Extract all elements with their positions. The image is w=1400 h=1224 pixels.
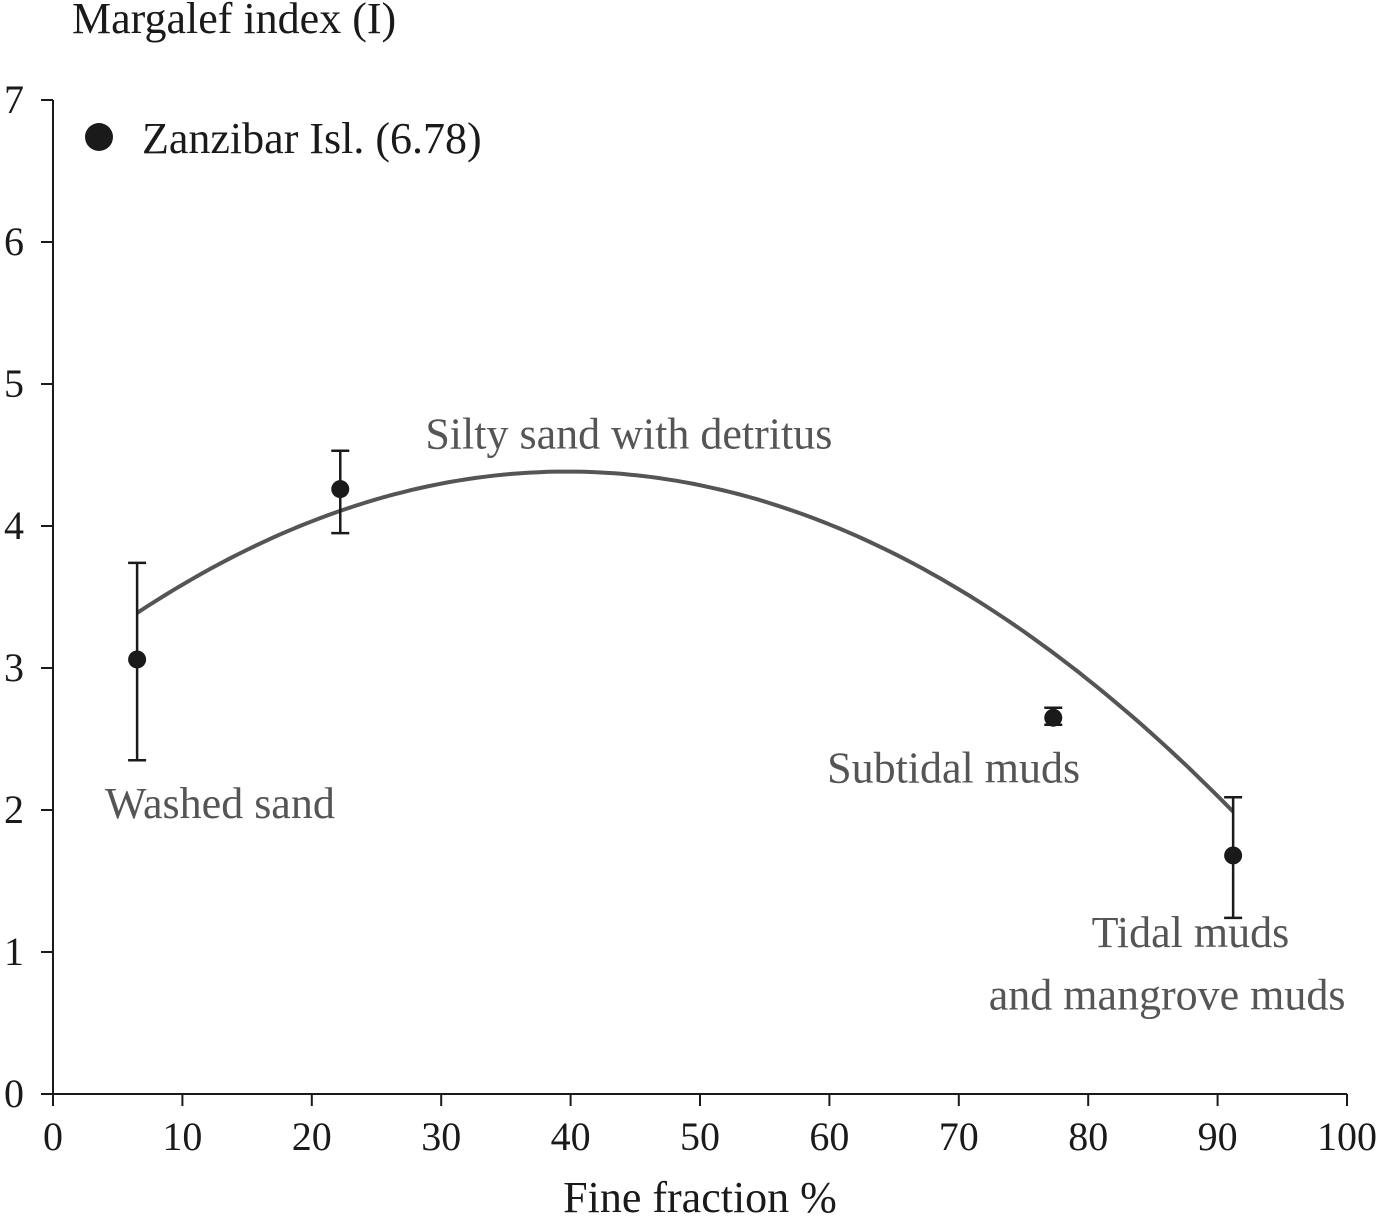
annotation-mangrove-muds: and mangrove muds: [989, 971, 1346, 1020]
x-tick-label-0: 0: [43, 1114, 63, 1159]
data-point-2: [1044, 708, 1063, 727]
x-ticks: 0 10 20 30 40 50 60 70 80 90 100: [43, 1094, 1377, 1159]
x-tick-label-40: 40: [551, 1114, 591, 1159]
fit-curve: [136, 469, 1235, 814]
error-bars: [128, 449, 1243, 920]
y-tick-label-1: 1: [4, 929, 24, 974]
y-tick-label-0: 0: [4, 1071, 24, 1116]
x-tick-label-90: 90: [1198, 1114, 1238, 1159]
y-tick-label-3: 3: [4, 645, 24, 690]
y-tick-label-5: 5: [4, 361, 24, 406]
legend: Zanzibar Isl. (6.78): [85, 114, 482, 163]
data-points: [128, 480, 1243, 865]
y-tick-label-2: 2: [4, 787, 24, 832]
x-tick-label-30: 30: [421, 1114, 461, 1159]
y-ticks: 0 1 2 3 4 5 6 7: [4, 77, 53, 1116]
x-tick-label-10: 10: [162, 1114, 202, 1159]
annotations: Washed sand Silty sand with detritus Sub…: [105, 410, 1346, 1020]
annotation-subtidal-muds: Subtidal muds: [827, 743, 1080, 792]
data-point-0: [128, 650, 147, 669]
y-tick-label-7: 7: [4, 77, 24, 122]
x-tick-label-20: 20: [292, 1114, 332, 1159]
data-point-1: [331, 480, 350, 499]
annotation-silty-sand: Silty sand with detritus: [425, 410, 832, 459]
y-tick-label-6: 6: [4, 219, 24, 264]
data-point-3: [1224, 846, 1243, 865]
y-axis-title: Margalef index (I): [72, 0, 396, 43]
x-tick-label-60: 60: [809, 1114, 849, 1159]
y-tick-label-4: 4: [4, 503, 24, 548]
x-tick-label-80: 80: [1068, 1114, 1108, 1159]
legend-marker: [85, 123, 113, 151]
x-tick-label-70: 70: [939, 1114, 979, 1159]
legend-label: Zanzibar Isl. (6.78): [142, 114, 482, 163]
annotation-tidal-muds: Tidal muds: [1092, 908, 1290, 957]
x-axis-title: Fine fraction %: [563, 1173, 837, 1222]
x-tick-label-50: 50: [680, 1114, 720, 1159]
annotation-washed-sand: Washed sand: [105, 779, 335, 828]
x-tick-label-100: 100: [1317, 1114, 1377, 1159]
